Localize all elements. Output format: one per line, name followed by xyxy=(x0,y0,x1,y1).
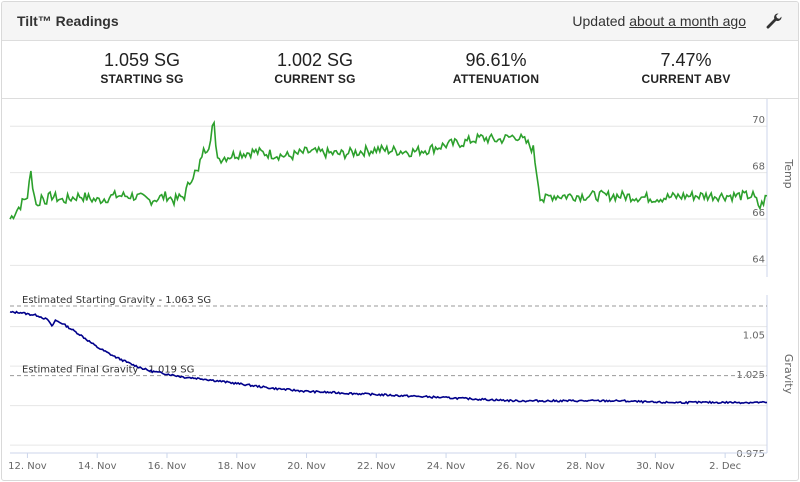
current-abv-label: CURRENT ABV xyxy=(641,72,731,86)
gravity-tick-label: 1.05 xyxy=(743,331,765,342)
panel-header: Tilt™ Readings Updated about a month ago xyxy=(2,2,798,41)
reference-line-label: Estimated Starting Gravity - 1.063 SG xyxy=(22,295,211,306)
updated-status: Updated about a month ago xyxy=(572,13,746,29)
attenuation-label: ATTENUATION xyxy=(452,72,540,86)
current-sg-label: CURRENT SG xyxy=(274,72,356,86)
reference-line-label: Estimated Final Gravity - 1.019 SG xyxy=(22,365,194,376)
x-tick-label: 2. Dec xyxy=(709,461,741,472)
gravity-axis-ticks: 0.975 1.025 1.05 xyxy=(736,331,765,461)
current-abv-stat: 7.47% CURRENT ABV xyxy=(586,49,786,87)
x-tick-label: 16. Nov xyxy=(148,461,187,472)
gravity-reference-lines: Estimated Starting Gravity - 1.063 SG Est… xyxy=(10,295,767,377)
starting-sg-value: 1.059 SG xyxy=(103,50,181,70)
x-tick-label: 28. Nov xyxy=(566,461,605,472)
current-abv-value: 7.47% xyxy=(660,50,712,70)
panel-title: Tilt™ Readings xyxy=(17,13,119,29)
x-tick-label: 14. Nov xyxy=(78,461,117,472)
gravity-tick-label: 1.025 xyxy=(736,370,765,381)
date-axis-ticks: 12. Nov 14. Nov 16. Nov 18. Nov 20. Nov 22. N… xyxy=(8,453,741,472)
temp-tick-label: 64 xyxy=(752,254,765,265)
x-tick-label: 24. Nov xyxy=(427,461,466,472)
current-sg-stat: 1.002 SG CURRENT SG xyxy=(215,49,415,87)
wrench-icon[interactable] xyxy=(764,11,784,31)
updated-time-link[interactable]: about a month ago xyxy=(629,13,746,29)
x-tick-label: 12. Nov xyxy=(8,461,47,472)
starting-sg-stat: 1.059 SG STARTING SG xyxy=(42,49,242,87)
temp-tick-label: 68 xyxy=(752,162,765,173)
readings-chart: 64 66 68 70 Temp 0.975 1.025 1.05 Gravity Est… xyxy=(8,99,795,472)
starting-sg-label: STARTING SG xyxy=(100,72,184,86)
attenuation-value: 96.61% xyxy=(465,50,527,70)
temperature-axis-ticks: 64 66 68 70 xyxy=(752,115,765,265)
stats-row: 1.059 SG STARTING SG 1.002 SG CURRENT SG… xyxy=(2,41,798,99)
temp-tick-label: 70 xyxy=(752,115,765,126)
temperature-grid xyxy=(10,125,767,266)
temp-tick-label: 66 xyxy=(752,208,765,219)
gravity-tick-label: 0.975 xyxy=(736,449,765,460)
x-tick-label: 30. Nov xyxy=(636,461,675,472)
gravity-grid xyxy=(10,326,767,446)
updated-prefix: Updated xyxy=(572,13,626,29)
gravity-series-line xyxy=(9,310,768,405)
x-tick-label: 26. Nov xyxy=(497,461,536,472)
current-sg-value: 1.002 SG xyxy=(276,50,354,70)
x-tick-label: 18. Nov xyxy=(217,461,256,472)
temperature-axis-title: Temp xyxy=(782,158,795,188)
gravity-axis-title: Gravity xyxy=(782,354,795,395)
attenuation-stat: 96.61% ATTENUATION xyxy=(396,49,596,87)
x-tick-label: 20. Nov xyxy=(287,461,326,472)
temperature-series-line xyxy=(9,120,768,220)
x-tick-label: 22. Nov xyxy=(357,461,396,472)
